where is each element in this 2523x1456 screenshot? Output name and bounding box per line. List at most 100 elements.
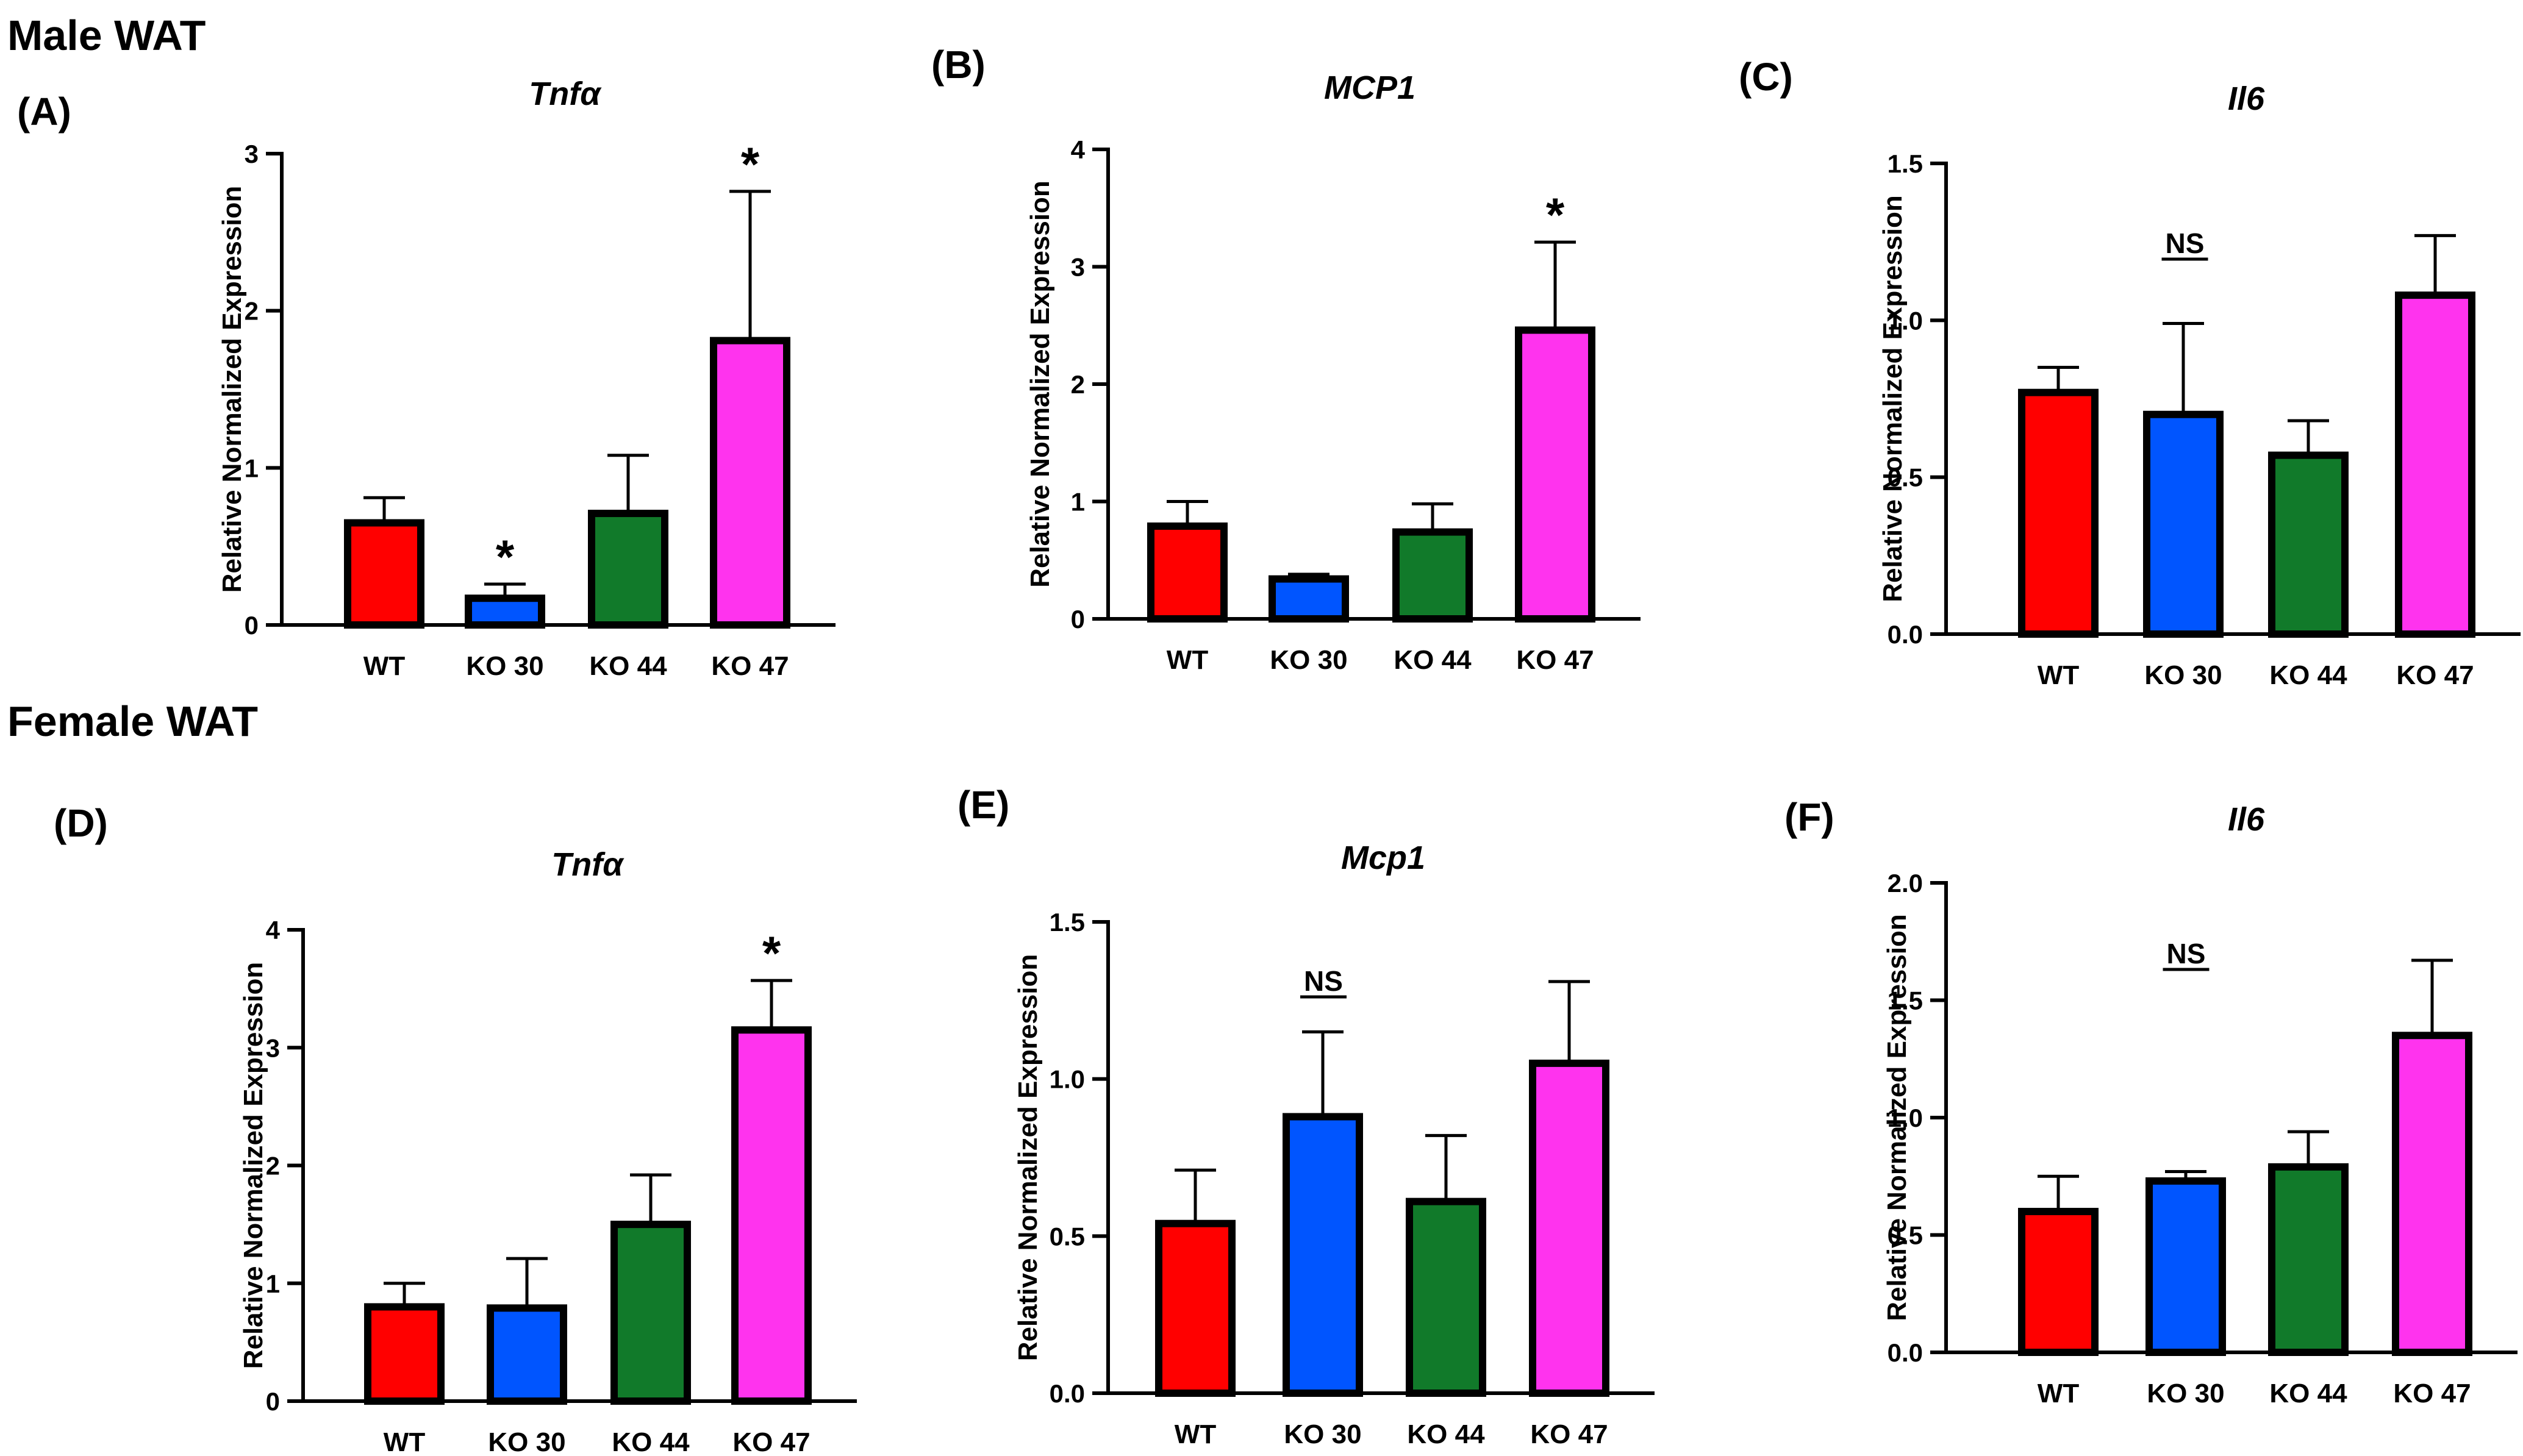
panel-d-y-tick-label: 4 xyxy=(266,916,281,944)
panel-d-y-tick-label: 1 xyxy=(266,1269,280,1298)
panel-e-bar-ko44 xyxy=(1406,1197,1486,1397)
panel-f-y-tick-label: 1.0 xyxy=(1888,1104,1923,1132)
panel-d-bar-ko47 xyxy=(731,1026,812,1405)
panel-d-x-tick-label: KO 44 xyxy=(612,1427,690,1453)
panel-e-y-tick-label: 0.5 xyxy=(1050,1222,1085,1251)
panel-a-bar-ko47 xyxy=(710,337,790,629)
panel-a-bar-ko30 xyxy=(465,594,545,629)
panel-f-y-tick-label: 1.5 xyxy=(1888,987,1923,1015)
panel-c-label: (C) xyxy=(1739,55,1793,99)
panel-b-label: (B) xyxy=(931,43,986,87)
panel-d-title: Tnfα xyxy=(551,846,624,883)
panel-e-y-axis-label: Relative Normalized Expression xyxy=(1013,954,1043,1361)
panel-f-bar-ko44 xyxy=(2268,1163,2349,1356)
panel-e-x-tick-label: KO 44 xyxy=(1407,1419,1485,1449)
panel-e-x-tick-label: KO 30 xyxy=(1284,1419,1361,1449)
panel-d-y-tick-label: 0 xyxy=(266,1387,280,1416)
panel-c-bar-wt xyxy=(2018,388,2099,638)
panel-b-bar-ko44 xyxy=(1392,528,1473,623)
section-title-male: Male WAT xyxy=(7,12,206,59)
panel-d-x-tick-label: WT xyxy=(384,1427,426,1453)
panel-c-bar-ko30 xyxy=(2143,410,2224,638)
panel-e-y-tick-label: 0.0 xyxy=(1050,1379,1085,1408)
panel-f-bar-ko47 xyxy=(2392,1032,2472,1356)
panel-e-label: (E) xyxy=(957,783,1009,827)
panel-c-y-tick-label: 0.5 xyxy=(1888,463,1923,492)
panel-c-bar-ko44 xyxy=(2268,451,2349,638)
panel-f-x-tick-label: KO 30 xyxy=(2147,1379,2224,1408)
panel-a-y-tick-label: 1 xyxy=(245,454,259,482)
panel-c-x-tick-label: KO 44 xyxy=(2269,660,2347,690)
panel-b-x-tick-label: KO 30 xyxy=(1270,645,1347,675)
panel-d-bar-ko30 xyxy=(487,1304,567,1405)
panel-a-title: Tnfα xyxy=(529,76,602,112)
panel-f-y-tick-label: 0.0 xyxy=(1888,1338,1923,1367)
panel-c-x-tick-label: KO 30 xyxy=(2144,660,2222,690)
panel-d-y-tick-label: 3 xyxy=(266,1033,280,1062)
panel-e-y-tick-label: 1.5 xyxy=(1050,908,1085,937)
panel-a-significance-marker: * xyxy=(496,530,515,583)
panel-d-label: (D) xyxy=(54,801,108,845)
panel-f-x-tick-label: KO 44 xyxy=(2269,1379,2347,1408)
panel-c-y-tick-label: 1.0 xyxy=(1888,306,1923,335)
panel-c-y-axis-label: Relative Normalized Expression xyxy=(1878,195,1908,602)
panel-e-x-tick-label: KO 47 xyxy=(1530,1419,1608,1449)
panel-d-y-tick-label: 2 xyxy=(266,1152,280,1180)
panel-a-significance-marker: * xyxy=(741,137,760,191)
panel-f-label: (F) xyxy=(1784,795,1834,839)
panel-d-bar-wt xyxy=(364,1303,445,1405)
panel-a-y-tick-label: 3 xyxy=(245,140,259,168)
panel-a-x-tick-label: KO 44 xyxy=(589,651,667,681)
panel-a-y-tick-label: 2 xyxy=(245,297,259,326)
panel-c-title: Il6 xyxy=(2228,80,2265,117)
panel-b-x-tick-label: WT xyxy=(1167,645,1209,675)
panel-e-y-tick-label: 1.0 xyxy=(1050,1065,1085,1094)
panel-f-y-tick-label: 2.0 xyxy=(1888,869,1923,898)
panel-e-ns-note: NS xyxy=(1304,965,1343,997)
panel-f-bar-wt xyxy=(2018,1208,2099,1356)
panel-b-bar-wt xyxy=(1147,522,1228,623)
panel-e-x-tick-label: WT xyxy=(1175,1419,1217,1449)
panel-a-y-tick-label: 0 xyxy=(245,611,259,640)
panel-b-y-tick-label: 3 xyxy=(1071,253,1085,282)
section-title-female: Female WAT xyxy=(7,698,258,745)
panel-c-x-tick-label: WT xyxy=(2038,660,2080,690)
panel-b-bar-ko47 xyxy=(1515,326,1595,623)
panel-f-x-tick-label: WT xyxy=(2038,1379,2080,1408)
panel-c-x-tick-label: KO 47 xyxy=(2396,660,2474,690)
panel-f-ns-note: NS xyxy=(2167,938,2206,969)
panel-e-bar-wt xyxy=(1155,1219,1236,1397)
panel-b-y-axis-label: Relative Normalized Expression xyxy=(1025,180,1055,588)
panel-b-y-tick-label: 1 xyxy=(1071,488,1085,516)
panel-f-y-tick-label: 0.5 xyxy=(1888,1221,1923,1250)
panel-b-y-tick-label: 4 xyxy=(1071,135,1086,164)
panel-e-bar-ko47 xyxy=(1529,1059,1609,1397)
panel-a-x-tick-label: WT xyxy=(363,651,406,681)
panel-b-bar-ko30 xyxy=(1269,575,1349,623)
panel-b-x-tick-label: KO 44 xyxy=(1394,645,1472,675)
panel-b-y-tick-label: 0 xyxy=(1071,605,1085,633)
panel-a-y-axis-label: Relative Normalized Expression xyxy=(217,186,247,593)
panel-d-x-tick-label: KO 30 xyxy=(488,1427,565,1453)
panel-a-x-tick-label: KO 30 xyxy=(466,651,543,681)
panel-e-bar-ko30 xyxy=(1283,1113,1363,1397)
panel-b-x-tick-label: KO 47 xyxy=(1516,645,1594,675)
panel-f-x-tick-label: KO 47 xyxy=(2393,1379,2471,1408)
panel-f-title: Il6 xyxy=(2228,801,2265,838)
panel-c-bar-ko47 xyxy=(2395,291,2475,638)
panel-d-bar-ko44 xyxy=(610,1221,691,1405)
panel-a-bar-ko44 xyxy=(588,510,668,629)
panel-f-bar-ko30 xyxy=(2145,1177,2226,1356)
panel-c-y-tick-label: 1.5 xyxy=(1888,149,1923,178)
panel-a-x-tick-label: KO 47 xyxy=(711,651,789,681)
panel-f-y-axis-label: Relative Normalized Expression xyxy=(1882,914,1912,1321)
panel-c-ns-note: NS xyxy=(2166,227,2205,259)
panel-a-bar-wt xyxy=(344,519,424,629)
panel-d-x-tick-label: KO 47 xyxy=(732,1427,810,1453)
panel-b-significance-marker: * xyxy=(1546,188,1565,241)
panel-d-y-axis-label: Relative Normalized Expression xyxy=(238,962,268,1369)
panel-b-y-tick-label: 2 xyxy=(1071,370,1085,399)
panel-c-y-tick-label: 0.0 xyxy=(1888,620,1923,649)
